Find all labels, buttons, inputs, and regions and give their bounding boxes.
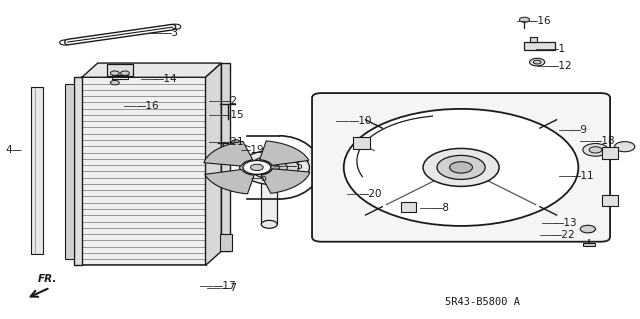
Bar	[602, 195, 618, 206]
Circle shape	[437, 155, 485, 179]
Text: —17: —17	[212, 281, 236, 291]
Text: —13: —13	[554, 218, 577, 228]
Text: —9: —9	[571, 125, 588, 135]
Circle shape	[215, 149, 232, 158]
Circle shape	[240, 150, 310, 185]
Bar	[401, 203, 416, 212]
Circle shape	[589, 147, 602, 153]
Circle shape	[262, 161, 287, 174]
Text: —10: —10	[348, 116, 372, 126]
Text: —1: —1	[548, 44, 566, 55]
Polygon shape	[204, 141, 253, 166]
Bar	[108, 64, 132, 76]
Bar	[221, 63, 230, 251]
Bar	[220, 234, 232, 251]
Bar	[261, 155, 277, 224]
Bar	[65, 84, 74, 259]
Circle shape	[423, 148, 499, 186]
Bar	[82, 77, 205, 265]
Circle shape	[243, 160, 271, 174]
Circle shape	[232, 140, 241, 144]
Polygon shape	[82, 63, 221, 77]
Text: —8: —8	[433, 203, 449, 212]
Circle shape	[60, 40, 70, 45]
Circle shape	[520, 17, 529, 22]
Text: —12: —12	[548, 61, 572, 71]
Circle shape	[250, 164, 263, 171]
Circle shape	[529, 58, 545, 66]
Circle shape	[580, 225, 595, 233]
Circle shape	[250, 155, 299, 179]
Text: FR.: FR.	[37, 274, 57, 285]
Circle shape	[120, 71, 129, 75]
FancyBboxPatch shape	[312, 93, 610, 242]
Bar	[529, 37, 537, 42]
Text: —11: —11	[571, 171, 595, 181]
Text: —7: —7	[220, 283, 237, 293]
Circle shape	[261, 220, 277, 228]
Circle shape	[614, 142, 635, 152]
Text: —21: —21	[220, 137, 244, 147]
Bar	[31, 87, 42, 254]
Circle shape	[234, 146, 243, 151]
Circle shape	[236, 175, 245, 179]
Text: —14: —14	[154, 74, 177, 84]
Bar	[353, 137, 369, 149]
Circle shape	[269, 165, 280, 170]
Text: —18: —18	[592, 136, 615, 146]
Circle shape	[261, 151, 277, 159]
Text: 4—: 4—	[5, 145, 22, 155]
Circle shape	[171, 24, 180, 29]
Circle shape	[533, 60, 541, 64]
Circle shape	[344, 109, 579, 226]
Text: 5R43-B5800 A: 5R43-B5800 A	[445, 297, 520, 307]
Polygon shape	[261, 169, 310, 193]
Bar	[74, 77, 82, 265]
Circle shape	[583, 144, 608, 156]
Bar	[583, 243, 595, 246]
Text: —3: —3	[162, 28, 179, 38]
Bar	[602, 147, 618, 159]
Bar	[112, 75, 127, 79]
Polygon shape	[260, 141, 309, 165]
Text: —5: —5	[287, 161, 303, 171]
Text: —20: —20	[358, 189, 382, 199]
Text: —6: —6	[250, 174, 268, 183]
Circle shape	[110, 80, 119, 85]
Circle shape	[450, 162, 472, 173]
Polygon shape	[205, 63, 221, 265]
Text: —19: —19	[241, 145, 264, 155]
Text: —22: —22	[552, 230, 575, 241]
Text: —2: —2	[220, 96, 237, 106]
Text: —16: —16	[527, 16, 551, 26]
Circle shape	[110, 71, 119, 75]
Bar	[524, 42, 555, 50]
Polygon shape	[205, 169, 254, 194]
Text: —16: —16	[135, 101, 159, 111]
Text: —15: —15	[220, 110, 244, 120]
